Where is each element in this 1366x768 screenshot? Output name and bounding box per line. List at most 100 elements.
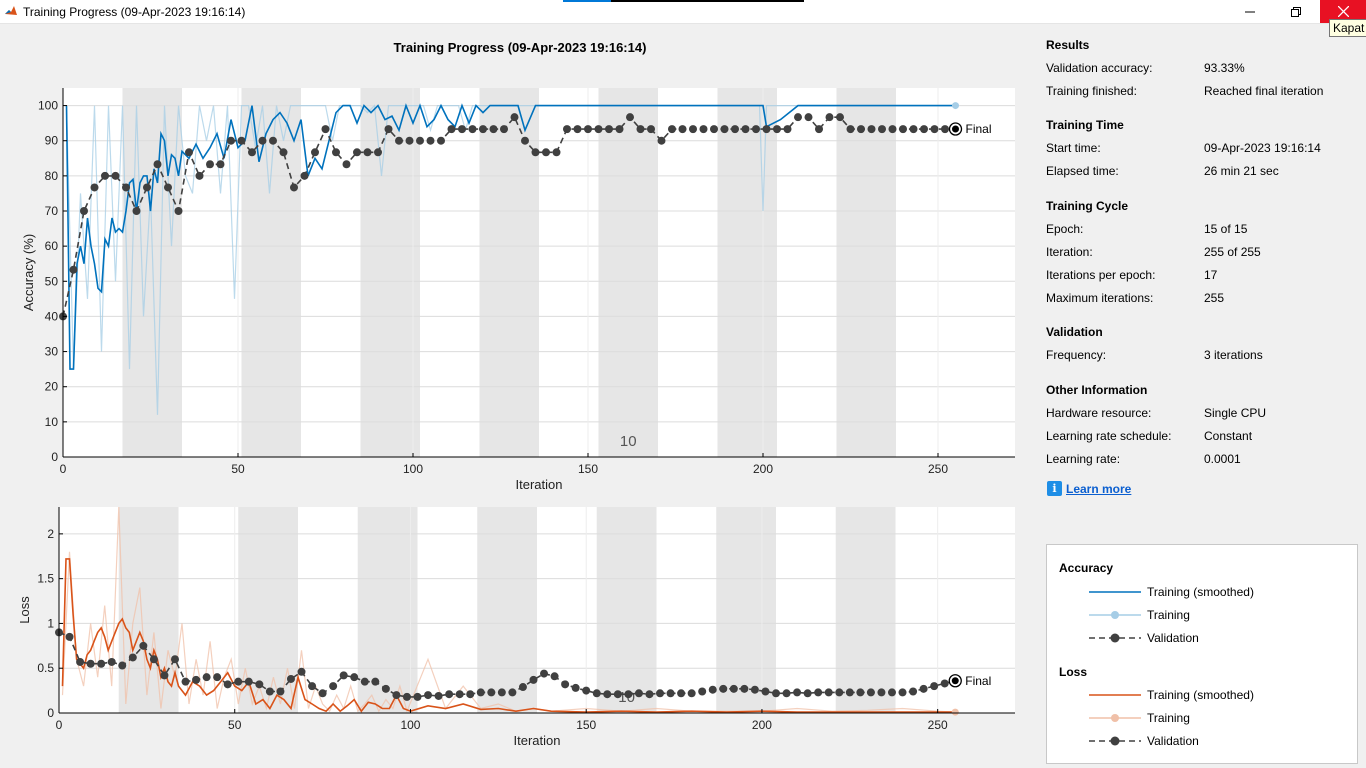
- accuracy-validation-point: [636, 125, 645, 134]
- hardware-resource-value: Single CPU: [1204, 406, 1267, 420]
- loss-validation-point: [392, 691, 401, 700]
- learn-more[interactable]: i Learn more: [1047, 481, 1131, 496]
- loss-validation-point: [308, 682, 317, 691]
- loss-validation-point: [508, 688, 517, 697]
- loss-validation-point: [297, 667, 306, 676]
- validation-accuracy-value: 93.33%: [1204, 61, 1245, 75]
- x-tick-label: 200: [752, 718, 772, 732]
- close-button[interactable]: [1320, 0, 1366, 23]
- accuracy-validation-point: [836, 113, 844, 122]
- loss-validation-point: [213, 673, 222, 682]
- y-axis-label: Accuracy (%): [21, 234, 36, 311]
- legend-label: Training: [1147, 711, 1190, 725]
- loss-validation-point: [550, 672, 559, 681]
- accuracy-validation-point: [101, 171, 109, 180]
- y-tick-label: 60: [45, 239, 59, 253]
- y-tick-label: 0.5: [37, 661, 54, 675]
- accuracy-validation-point: [290, 183, 298, 192]
- accuracy-validation-point: [783, 125, 792, 134]
- window-title: Training Progress (09-Apr-2023 19:16:14): [23, 5, 246, 19]
- legend-loss-heading: Loss: [1059, 665, 1088, 679]
- loss-validation-point: [86, 659, 95, 668]
- y-tick-label: 70: [45, 204, 59, 218]
- loss-validation-point: [803, 689, 812, 698]
- y-axis-label: Loss: [17, 596, 32, 624]
- x-tick-label: 250: [928, 462, 948, 476]
- taskbar-indicator: [563, 0, 804, 2]
- loss-validation-point: [276, 687, 285, 696]
- loss-validation-point: [329, 682, 338, 691]
- loss-validation-point: [919, 684, 928, 693]
- loss-validation-point: [740, 684, 749, 693]
- x-axis-label: Iteration: [514, 733, 561, 748]
- y-tick-label: 0: [51, 450, 58, 464]
- epoch-band: [717, 88, 777, 457]
- title-bar: Training Progress (09-Apr-2023 19:16:14): [0, 0, 1366, 24]
- x-tick-label: 150: [578, 462, 598, 476]
- accuracy-validation-point: [815, 125, 823, 134]
- accuracy-validation-point: [122, 183, 130, 192]
- loss-validation-point: [118, 661, 127, 670]
- loss-validation-point: [223, 680, 232, 689]
- restore-button[interactable]: [1273, 0, 1319, 23]
- accuracy-validation-point: [699, 125, 708, 134]
- loss-validation-point: [708, 685, 717, 694]
- results-heading: Results: [1046, 38, 1090, 52]
- training-cycle-heading: Training Cycle: [1046, 199, 1129, 213]
- accuracy-validation-point: [90, 183, 99, 192]
- loss-validation-point: [139, 641, 148, 650]
- loss-validation-point: [160, 671, 169, 680]
- loss-validation-point: [814, 688, 823, 697]
- learning-rate-value: 0.0001: [1204, 452, 1241, 466]
- frequency-value: 3 iterations: [1204, 348, 1263, 362]
- loss-validation-point: [940, 679, 949, 688]
- epoch-band: [836, 88, 896, 457]
- plot-title: Training Progress (09-Apr-2023 19:16:14): [393, 40, 647, 55]
- minimize-button[interactable]: [1227, 0, 1273, 23]
- loss-validation-point: [761, 687, 770, 696]
- loss-validation-point: [97, 659, 106, 668]
- learn-more-link[interactable]: Learn more: [1066, 481, 1132, 496]
- loss-validation-point: [592, 689, 601, 698]
- loss-validation-point: [856, 688, 865, 697]
- accuracy-validation-point: [342, 160, 351, 169]
- y-tick-label: 30: [45, 345, 59, 359]
- loss-validation-point: [887, 688, 896, 697]
- x-tick-label: 100: [400, 718, 420, 732]
- epoch-band: [479, 88, 539, 457]
- accuracy-validation-point: [510, 113, 519, 122]
- loss-validation-point: [656, 689, 665, 698]
- accuracy-validation-point: [657, 136, 666, 145]
- legend-accuracy-validation: Validation: [1089, 630, 1349, 646]
- y-tick-label: 40: [45, 309, 59, 323]
- loss-validation-point: [128, 653, 137, 662]
- x-axis-label: Iteration: [516, 477, 563, 492]
- loss-validation-point: [645, 690, 654, 699]
- loss-validation-point: [424, 691, 433, 700]
- info-label: Validation accuracy:: [1046, 61, 1153, 75]
- loss-validation-point: [192, 675, 201, 684]
- accuracy-validation-point: [332, 148, 340, 157]
- accuracy-validation-point: [69, 265, 78, 274]
- info-label: Hardware resource:: [1046, 406, 1152, 420]
- accuracy-validation-point: [647, 125, 655, 134]
- minimize-icon: [1245, 11, 1255, 12]
- loss-validation-point: [698, 687, 707, 696]
- epoch-band: [357, 507, 418, 713]
- close-tooltip: Kapat: [1329, 19, 1366, 37]
- loss-validation-point: [529, 675, 538, 684]
- accuracy-validation-point: [489, 125, 498, 134]
- accuracy-validation-point: [363, 148, 372, 157]
- accuracy-validation-point: [542, 148, 550, 157]
- info-label: Learning rate:: [1046, 452, 1121, 466]
- accuracy-validation-point: [405, 136, 414, 145]
- accuracy-validation-point: [248, 148, 256, 157]
- y-tick-label: 0: [47, 706, 54, 720]
- accuracy-validation-point: [80, 207, 88, 215]
- loss-validation-point: [487, 688, 496, 697]
- info-label: Maximum iterations:: [1046, 291, 1154, 305]
- epoch-band: [835, 507, 896, 713]
- accuracy-validation-point: [521, 136, 529, 145]
- loss-validation-point: [234, 677, 243, 686]
- loss-validation-point: [613, 690, 622, 699]
